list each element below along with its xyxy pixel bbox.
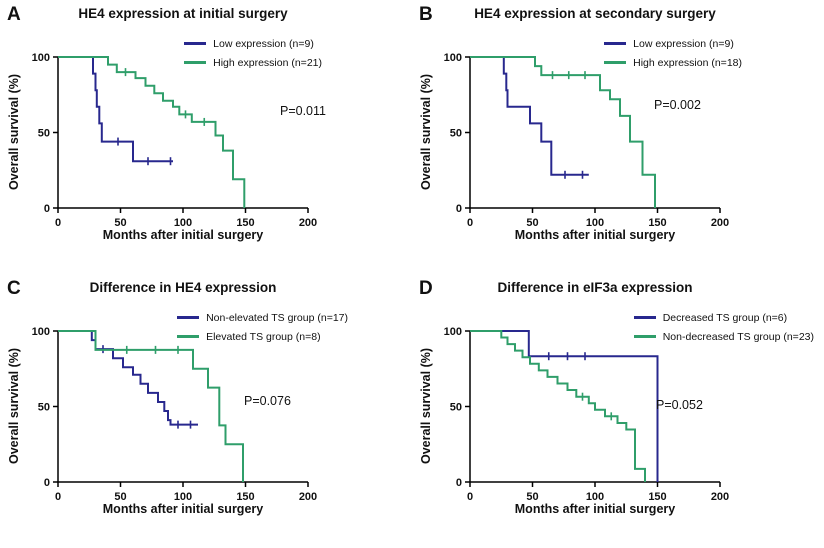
svg-text:200: 200 — [711, 217, 729, 229]
svg-text:0: 0 — [456, 203, 462, 215]
series-line-swatch — [184, 61, 207, 64]
legend-label: High expression (n=18) — [633, 56, 742, 69]
svg-text:50: 50 — [526, 217, 538, 229]
svg-text:200: 200 — [299, 217, 317, 229]
legend-label: Low expression (n=9) — [213, 37, 314, 50]
svg-text:100: 100 — [32, 52, 50, 64]
legend-item: High expression (n=21) — [184, 56, 322, 69]
svg-text:100: 100 — [32, 326, 50, 338]
svg-text:200: 200 — [711, 491, 729, 503]
svg-text:50: 50 — [38, 128, 50, 140]
series-line-swatch — [177, 335, 200, 338]
y-axis-label: Overall survival (%) — [7, 347, 21, 465]
p-value: P=0.076 — [244, 394, 291, 408]
p-value: P=0.052 — [656, 398, 703, 412]
svg-text:50: 50 — [114, 491, 126, 503]
svg-text:0: 0 — [44, 203, 50, 215]
svg-text:100: 100 — [586, 491, 604, 503]
x-axis-label: Months after initial surgery — [102, 228, 264, 242]
panel-a: A HE4 expression at initial surgery 0 50 1… — [0, 0, 412, 274]
svg-text:0: 0 — [55, 217, 61, 229]
legend-label: Decreased TS group (n=6) — [662, 311, 788, 324]
legend-item: High expression (n=18) — [604, 56, 742, 69]
panel-letter-a: A — [7, 4, 21, 25]
svg-text:150: 150 — [236, 217, 254, 229]
series-line-swatch — [604, 61, 627, 64]
panel-letter-d: D — [419, 278, 433, 299]
svg-text:100: 100 — [444, 52, 462, 64]
legend-item: Non-elevated TS group (n=17) — [177, 311, 348, 324]
p-value: P=0.002 — [654, 98, 701, 112]
panel-c: C Difference in HE4 expression 0 50 100 150… — [0, 274, 412, 548]
x-axis-label: Months after initial surgery — [102, 502, 264, 516]
series-line-swatch — [633, 335, 656, 338]
svg-text:50: 50 — [450, 402, 462, 414]
panel-letter-b: B — [419, 4, 433, 25]
p-value: P=0.011 — [280, 104, 326, 118]
legend-label: High expression (n=21) — [213, 56, 322, 69]
legend-label: Low expression (n=9) — [633, 37, 734, 50]
series-line-swatch — [633, 316, 656, 319]
svg-text:150: 150 — [236, 491, 254, 503]
svg-text:50: 50 — [526, 491, 538, 503]
y-axis-label: Overall survival (%) — [419, 73, 433, 191]
series-line-swatch — [177, 316, 200, 319]
svg-text:100: 100 — [444, 326, 462, 338]
svg-text:50: 50 — [450, 128, 462, 140]
series-line-swatch — [184, 42, 207, 45]
svg-text:0: 0 — [44, 477, 50, 489]
legend-item: Elevated TS group (n=8) — [177, 330, 321, 343]
y-axis-label: Overall survival (%) — [419, 347, 433, 465]
panel-b: B HE4 expression at secondary surgery 0 5… — [412, 0, 824, 274]
legend-a: Low expression (n=9) High expression (n=… — [184, 37, 322, 69]
series-line-swatch — [604, 42, 627, 45]
svg-text:200: 200 — [299, 491, 317, 503]
svg-text:0: 0 — [467, 491, 473, 503]
svg-text:50: 50 — [114, 217, 126, 229]
panel-title-d: Difference in eIF3a expression — [497, 280, 693, 295]
survival-plot-c: 0 50 100 150 200 0 50 100 — [32, 326, 318, 503]
legend-item: Non-decreased TS group (n=23) — [633, 330, 814, 343]
svg-text:150: 150 — [648, 217, 666, 229]
panel-d: D Difference in eIF3a expression 0 50 100 1… — [412, 274, 824, 548]
survival-plot-a: 0 50 100 150 200 0 50 100 — [32, 52, 318, 229]
legend-c: Non-elevated TS group (n=17) Elevated TS… — [177, 311, 348, 343]
legend-b: Low expression (n=9) High expression (n=… — [604, 37, 742, 69]
panel-title-b: HE4 expression at secondary surgery — [474, 6, 716, 21]
x-axis-label: Months after initial surgery — [514, 228, 676, 242]
y-axis-label: Overall survival (%) — [7, 73, 21, 191]
legend-label: Non-elevated TS group (n=17) — [206, 311, 348, 324]
svg-text:50: 50 — [38, 402, 50, 414]
panel-title-a: HE4 expression at initial surgery — [78, 6, 288, 21]
svg-text:150: 150 — [648, 491, 666, 503]
svg-text:100: 100 — [174, 217, 192, 229]
legend-label: Elevated TS group (n=8) — [206, 330, 321, 343]
survival-plot-d: 0 50 100 150 200 0 50 100 — [444, 326, 730, 503]
panel-title-c: Difference in HE4 expression — [89, 280, 277, 295]
legend-item: Low expression (n=9) — [184, 37, 314, 50]
legend-label: Non-decreased TS group (n=23) — [662, 330, 814, 343]
legend-item: Low expression (n=9) — [604, 37, 734, 50]
svg-text:0: 0 — [55, 491, 61, 503]
x-axis-label: Months after initial surgery — [514, 502, 676, 516]
legend-item: Decreased TS group (n=6) — [633, 311, 788, 324]
svg-text:100: 100 — [586, 217, 604, 229]
panel-letter-c: C — [7, 278, 21, 299]
survival-plot-b: 0 50 100 150 200 0 50 100 — [444, 52, 730, 229]
svg-text:100: 100 — [174, 491, 192, 503]
legend-d: Decreased TS group (n=6) Non-decreased T… — [633, 311, 814, 343]
svg-text:0: 0 — [467, 217, 473, 229]
svg-text:0: 0 — [456, 477, 462, 489]
